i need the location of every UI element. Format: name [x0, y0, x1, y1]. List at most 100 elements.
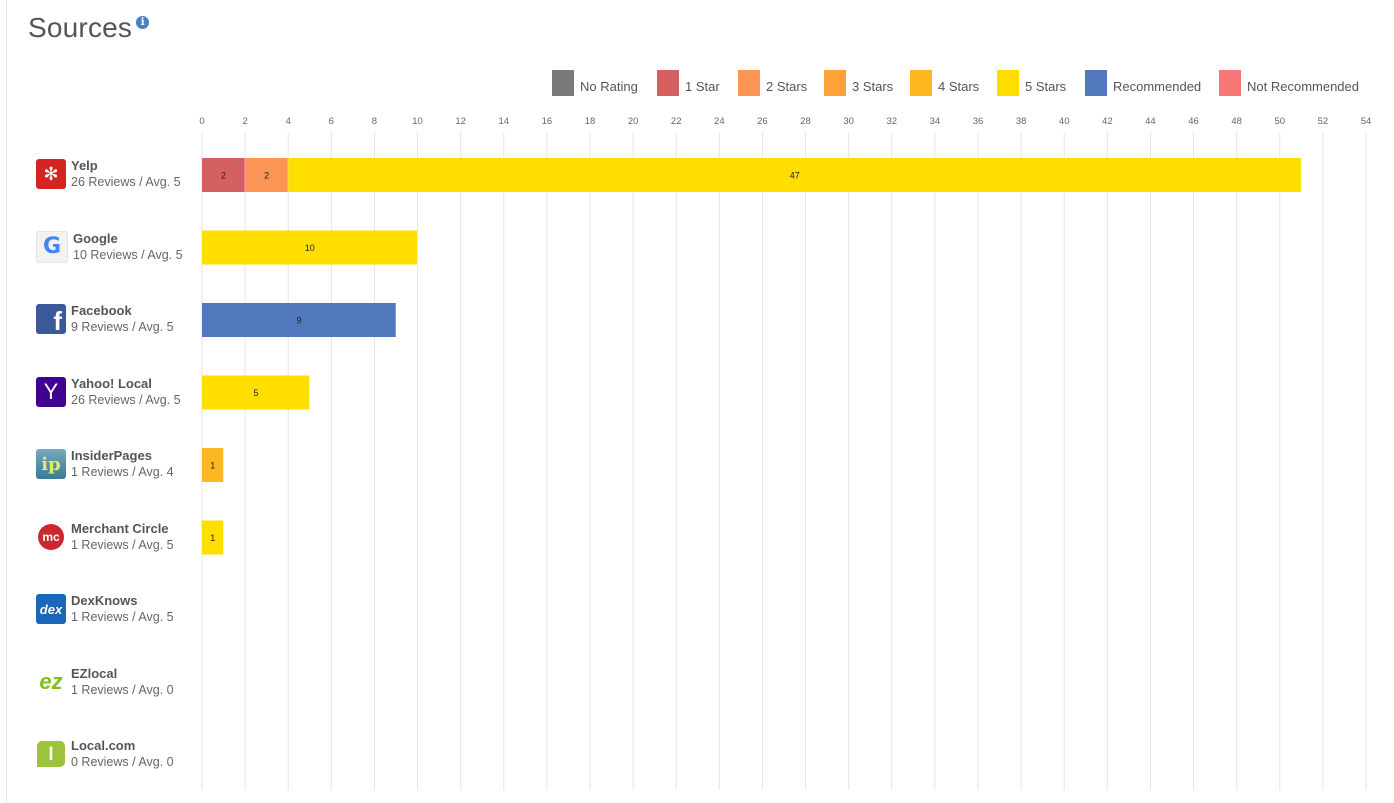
x-tick-label: 20 — [628, 116, 639, 127]
x-tick-label: 44 — [1145, 116, 1156, 127]
source-summary: 0 Reviews / Avg. 0 — [71, 755, 174, 769]
source-name: EZlocal — [71, 665, 118, 681]
source-summary: 26 Reviews / Avg. 5 — [71, 392, 181, 407]
legend-label: 1 Star — [685, 78, 720, 94]
source-summary: 1 Reviews / Avg. 5 — [71, 610, 174, 624]
bar-segment — [202, 230, 418, 265]
yahoo-icon: Y — [36, 376, 66, 407]
legend-item-not-recommended[interactable]: Not Recommended — [1219, 70, 1359, 96]
source-summary: 9 Reviews / Avg. 5 — [71, 320, 174, 334]
x-tick-label: 10 — [412, 116, 423, 127]
bar-value-label: 1 — [210, 533, 215, 543]
legend-swatch — [910, 70, 932, 96]
x-tick-label: 12 — [455, 116, 466, 127]
source-row-yahoo-local: Y Yahoo! Local 26 Reviews / Avg. 5 — [36, 376, 201, 408]
source-text: Yahoo! Local 26 Reviews / Avg. 5 — [71, 376, 181, 408]
x-tick-label: 38 — [1016, 116, 1027, 127]
bar-value-label: 2 — [264, 171, 269, 181]
chart-header: Sources i — [28, 12, 150, 44]
localcom-icon: l — [36, 739, 66, 769]
x-tick-label: 22 — [671, 116, 682, 127]
x-tick-label: 32 — [886, 116, 897, 127]
x-tick-label: 8 — [372, 116, 377, 127]
legend-item-3-stars[interactable]: 3 Stars — [824, 70, 893, 96]
source-text: Merchant Circle 1 Reviews / Avg. 5 — [71, 521, 174, 553]
source-row-yelp: ✻ Yelp 26 Reviews / Avg. 5 — [36, 158, 201, 190]
x-tick-label: 54 — [1361, 116, 1372, 127]
legend-label: 4 Stars — [938, 78, 980, 94]
legend-item-no-rating[interactable]: No Rating — [552, 70, 638, 96]
x-tick-label: 50 — [1274, 116, 1285, 127]
facebook-icon: f — [36, 304, 66, 334]
source-row-facebook: f Facebook 9 Reviews / Avg. 5 — [36, 303, 201, 335]
legend-swatch — [657, 70, 679, 96]
x-tick-label: 0 — [199, 116, 204, 127]
legend-item-1-star[interactable]: 1 Star — [657, 70, 720, 96]
source-row-insiderpages: ip InsiderPages 1 Reviews / Avg. 4 — [36, 448, 201, 480]
legend-item-5-stars[interactable]: 5 Stars — [997, 70, 1066, 96]
x-tick-label: 34 — [930, 116, 941, 127]
source-name: Merchant Circle — [71, 520, 169, 536]
legend-swatch — [738, 70, 760, 96]
legend-swatch — [824, 70, 846, 96]
source-summary: 1 Reviews / Avg. 4 — [71, 465, 174, 479]
card-border — [6, 0, 7, 803]
bar-segment — [202, 158, 246, 192]
bar-segment — [245, 158, 289, 192]
bar-segment — [202, 375, 310, 410]
google-icon: G — [36, 230, 68, 263]
x-tick-label: 46 — [1188, 116, 1199, 127]
bar-value-label: 5 — [253, 388, 258, 398]
source-row-google: G Google 10 Reviews / Avg. 5 — [36, 230, 201, 263]
merchantcircle-icon: mc — [36, 521, 66, 552]
source-text: Google 10 Reviews / Avg. 5 — [73, 231, 183, 263]
info-icon[interactable]: i — [136, 16, 150, 29]
dexknows-icon: dex — [36, 594, 66, 624]
legend-label: No Rating — [580, 78, 638, 94]
bar-value-label: 1 — [210, 461, 215, 471]
source-name: DexKnows — [71, 593, 138, 608]
legend-item-4-stars[interactable]: 4 Stars — [910, 70, 979, 96]
legend-label: Not Recommended — [1247, 78, 1359, 94]
source-name: Local.com — [71, 738, 136, 753]
source-summary: 10 Reviews / Avg. 5 — [73, 247, 183, 262]
source-name: Yahoo! Local — [71, 375, 152, 391]
x-tick-label: 40 — [1059, 116, 1070, 127]
x-tick-label: 18 — [585, 116, 596, 127]
x-tick-label: 24 — [714, 116, 725, 127]
bar-segment — [288, 158, 1302, 192]
x-tick-label: 30 — [843, 116, 854, 127]
legend-item-recommended[interactable]: Recommended — [1085, 70, 1201, 96]
ezlocal-icon: ez — [36, 666, 66, 697]
bar-value-label: 9 — [296, 316, 301, 326]
legend-item-2-stars[interactable]: 2 Stars — [738, 70, 807, 96]
bar-segment — [202, 303, 396, 337]
x-tick-label: 6 — [329, 116, 334, 127]
source-name: InsiderPages — [71, 448, 152, 463]
source-text: Yelp 26 Reviews / Avg. 5 — [71, 158, 181, 190]
x-tick-label: 2 — [242, 116, 247, 127]
page-title: Sources — [28, 12, 133, 43]
source-row-dexknows: dex DexKnows 1 Reviews / Avg. 5 — [36, 593, 201, 625]
x-tick-label: 36 — [973, 116, 984, 127]
source-name: Google — [73, 230, 118, 246]
source-summary: 1 Reviews / Avg. 0 — [71, 682, 174, 697]
bar-segment — [202, 520, 224, 555]
source-summary: 1 Reviews / Avg. 5 — [71, 537, 174, 552]
x-tick-label: 42 — [1102, 116, 1113, 127]
legend-swatch — [1219, 70, 1241, 96]
x-tick-label: 26 — [757, 116, 768, 127]
x-tick-label: 52 — [1318, 116, 1329, 127]
insiderpages-icon: ip — [36, 449, 66, 479]
source-row-local-com: l Local.com 0 Reviews / Avg. 0 — [36, 738, 201, 770]
x-tick-label: 28 — [800, 116, 811, 127]
source-row-merchant-circle: mc Merchant Circle 1 Reviews / Avg. 5 — [36, 521, 201, 553]
bar-segment — [202, 448, 224, 482]
chart-legend: No Rating 1 Star 2 Stars 3 Stars 4 Stars 5 St… — [550, 70, 1370, 96]
source-row-ezlocal: ez EZlocal 1 Reviews / Avg. 0 — [36, 666, 201, 698]
x-tick-label: 16 — [542, 116, 553, 127]
x-tick-label: 14 — [498, 116, 509, 127]
legend-label: Recommended — [1113, 78, 1202, 94]
x-tick-label: 4 — [286, 116, 291, 127]
